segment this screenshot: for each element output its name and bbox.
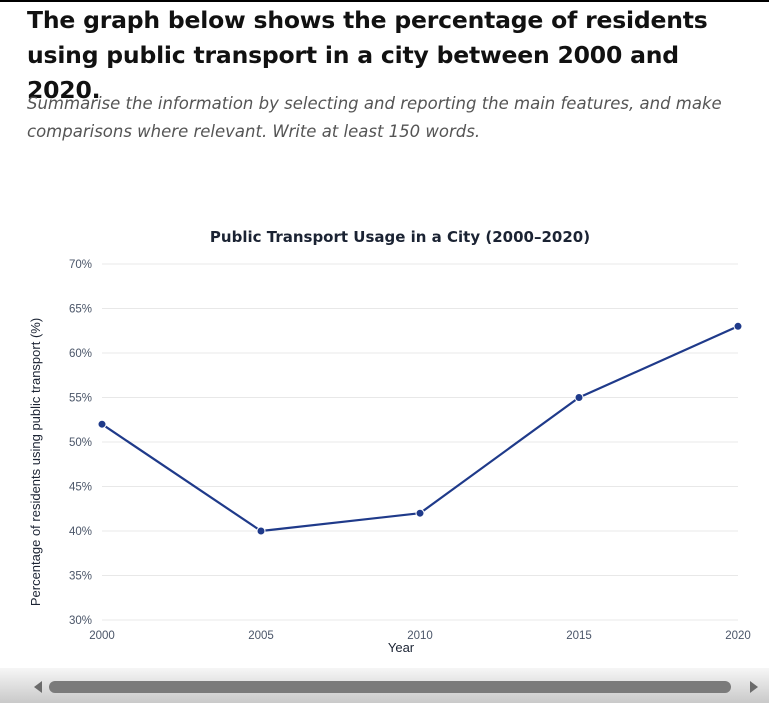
y-tick-label: 65% [69,304,92,316]
x-axis-ticks: 2000 2005 2010 2015 2020 [89,630,751,642]
y-tick-label: 45% [69,482,92,494]
y-tick-label: 30% [69,615,92,627]
x-tick-label: 2000 [89,630,115,642]
data-point [733,321,743,331]
data-point [415,508,425,518]
scroll-left-arrow-icon[interactable] [34,681,42,693]
task-heading: The graph below shows the percentage of … [27,6,708,104]
series-layer [97,321,743,536]
x-tick-label: 2005 [248,630,274,642]
top-border [0,0,769,2]
y-tick-label: 40% [69,526,92,538]
y-axis-ticks: 30% 35% 40% 45% 50% 55% 60% 65% 70% [69,259,92,627]
x-tick-label: 2015 [566,630,592,642]
chart-title: Public Transport Usage in a City (2000–2… [210,228,590,246]
data-point [97,419,107,429]
y-tick-label: 55% [69,393,92,405]
x-axis-label: Year [388,640,415,655]
horizontal-scrollbar[interactable] [0,668,769,703]
scroll-right-arrow-icon[interactable] [750,681,758,693]
data-point [574,393,584,402]
chart-svg: Public Transport Usage in a City (2000–2… [28,228,751,655]
y-axis-label: Percentage of residents using public tra… [28,318,43,606]
y-tick-label: 60% [69,348,92,360]
x-tick-label: 2010 [407,630,433,642]
task-instruction: Summarise the information by selecting a… [27,94,722,141]
data-point [256,526,266,536]
scroll-thumb[interactable] [49,681,731,693]
y-tick-label: 50% [69,437,92,449]
y-tick-label: 35% [69,571,92,583]
gridlines [102,263,738,621]
line-chart: Public Transport Usage in a City (2000–2… [0,215,769,665]
y-tick-label: 70% [69,259,92,271]
x-tick-label: 2020 [725,630,751,642]
series-line [101,325,739,533]
